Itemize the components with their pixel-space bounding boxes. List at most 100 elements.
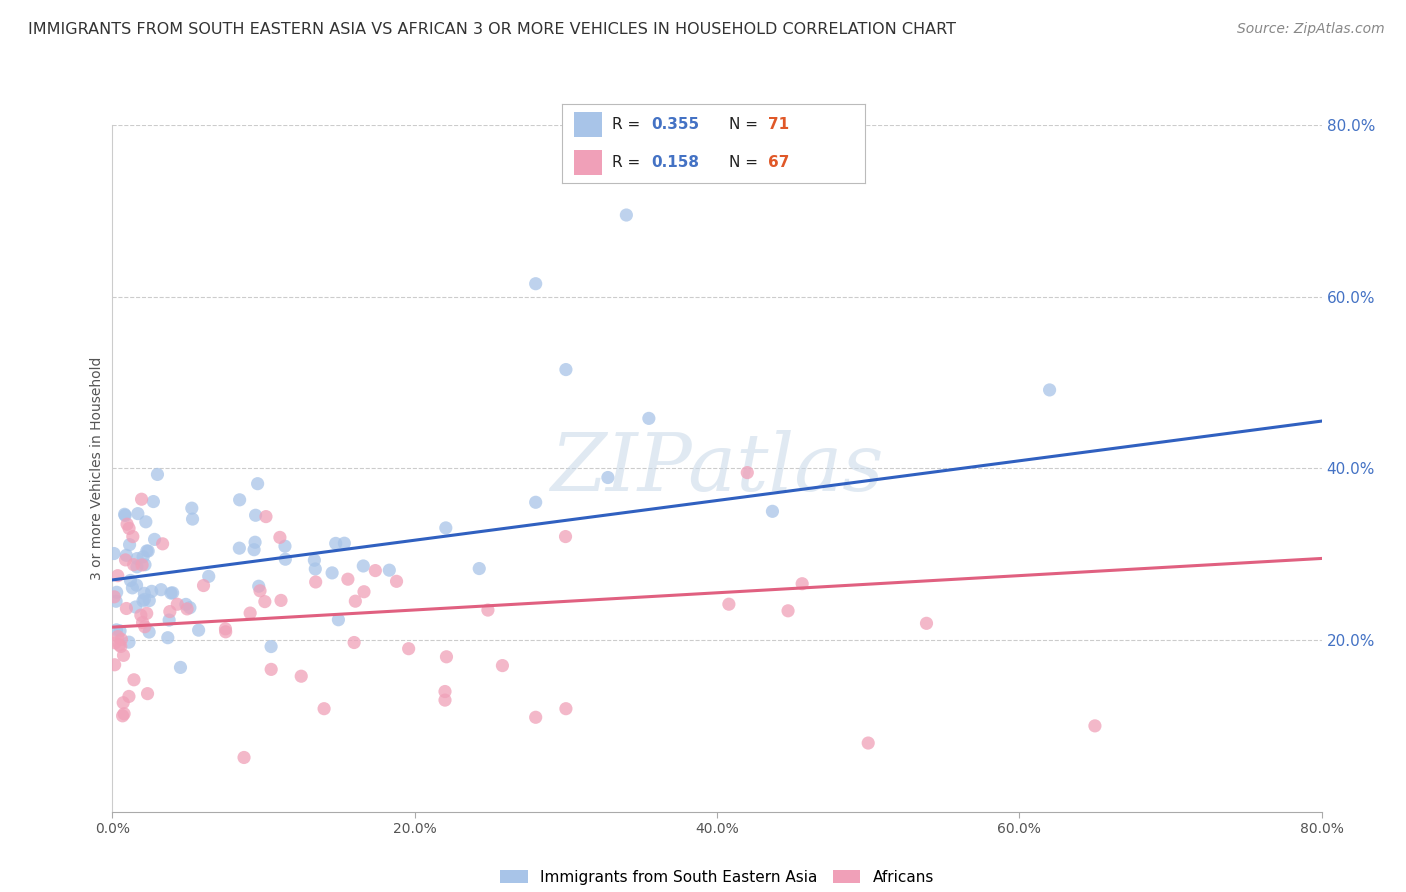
Point bbox=[434, 521, 457, 535]
Point bbox=[378, 563, 401, 577]
Point bbox=[120, 574, 142, 588]
Legend: Immigrants from South Eastern Asia, Africans: Immigrants from South Eastern Asia, Afri… bbox=[495, 863, 939, 891]
Point bbox=[115, 549, 138, 563]
Point bbox=[385, 574, 408, 589]
Point bbox=[141, 584, 163, 599]
Point bbox=[156, 631, 179, 645]
Point bbox=[353, 584, 375, 599]
Point bbox=[554, 530, 576, 544]
Point bbox=[105, 623, 128, 637]
Point bbox=[247, 579, 270, 593]
Point bbox=[132, 594, 155, 608]
Point bbox=[150, 582, 173, 597]
Point bbox=[260, 640, 283, 654]
Point bbox=[174, 598, 197, 612]
Point bbox=[336, 572, 359, 586]
Text: N =: N = bbox=[728, 117, 762, 132]
Point bbox=[179, 600, 201, 615]
Point bbox=[1084, 719, 1107, 733]
Point bbox=[290, 669, 312, 683]
Point bbox=[160, 586, 183, 600]
Text: 0.158: 0.158 bbox=[651, 155, 700, 170]
Point bbox=[146, 467, 169, 482]
Point bbox=[215, 624, 238, 639]
Point bbox=[134, 592, 156, 607]
Point bbox=[776, 604, 799, 618]
Point bbox=[274, 539, 297, 553]
Point bbox=[554, 701, 576, 715]
Point bbox=[616, 208, 638, 222]
Text: IMMIGRANTS FROM SOUTH EASTERN ASIA VS AFRICAN 3 OR MORE VEHICLES IN HOUSEHOLD CO: IMMIGRANTS FROM SOUTH EASTERN ASIA VS AF… bbox=[28, 22, 956, 37]
Text: 0.355: 0.355 bbox=[651, 117, 700, 132]
Point bbox=[243, 535, 266, 549]
Point bbox=[524, 710, 547, 724]
Point bbox=[134, 620, 156, 634]
Point bbox=[274, 552, 297, 566]
Point bbox=[181, 512, 204, 526]
Point bbox=[468, 561, 491, 575]
Point bbox=[243, 542, 266, 557]
Point bbox=[121, 581, 143, 595]
Point bbox=[138, 625, 160, 640]
Point bbox=[176, 602, 198, 616]
Point bbox=[104, 657, 127, 672]
Point bbox=[792, 576, 814, 591]
Point bbox=[135, 515, 157, 529]
Point bbox=[118, 690, 141, 704]
Point bbox=[103, 547, 125, 561]
Text: ZIPatlas: ZIPatlas bbox=[550, 430, 884, 507]
Point bbox=[143, 533, 166, 547]
Point bbox=[166, 597, 188, 611]
Text: R =: R = bbox=[612, 155, 645, 170]
Point bbox=[131, 558, 153, 572]
Point bbox=[121, 530, 143, 544]
Point bbox=[115, 601, 138, 615]
Point bbox=[118, 538, 141, 552]
Text: 67: 67 bbox=[768, 155, 789, 170]
Point bbox=[104, 636, 127, 650]
Point bbox=[436, 649, 458, 664]
Point bbox=[193, 578, 215, 592]
Point bbox=[135, 544, 157, 558]
Point bbox=[637, 411, 659, 425]
Text: 71: 71 bbox=[768, 117, 789, 132]
Point bbox=[180, 501, 202, 516]
Point bbox=[596, 470, 619, 484]
Text: N =: N = bbox=[728, 155, 762, 170]
Point bbox=[554, 362, 576, 376]
Point bbox=[398, 641, 420, 656]
Point bbox=[187, 623, 209, 637]
Point bbox=[304, 562, 326, 576]
Point bbox=[110, 640, 132, 654]
Point bbox=[105, 594, 128, 608]
Point bbox=[524, 277, 547, 291]
Point bbox=[343, 635, 366, 649]
Point bbox=[717, 597, 740, 611]
Point bbox=[321, 566, 343, 580]
Point bbox=[108, 638, 131, 652]
Point bbox=[364, 564, 387, 578]
Point bbox=[246, 476, 269, 491]
Point bbox=[105, 585, 128, 599]
Point bbox=[103, 590, 125, 604]
Point bbox=[344, 594, 367, 608]
Point bbox=[159, 605, 181, 619]
Point bbox=[433, 684, 456, 698]
Point bbox=[214, 622, 236, 636]
Point bbox=[328, 613, 350, 627]
Point bbox=[114, 553, 136, 567]
Point bbox=[249, 583, 271, 598]
Point bbox=[131, 492, 153, 507]
Point bbox=[524, 495, 547, 509]
Point bbox=[260, 662, 283, 676]
Point bbox=[270, 593, 292, 607]
Point bbox=[136, 544, 159, 558]
Point bbox=[253, 594, 276, 608]
Point bbox=[737, 466, 759, 480]
Point bbox=[197, 569, 219, 583]
Text: R =: R = bbox=[612, 117, 645, 132]
Point bbox=[129, 608, 152, 623]
Point bbox=[856, 736, 880, 750]
Point bbox=[157, 613, 180, 627]
Point bbox=[118, 635, 141, 649]
